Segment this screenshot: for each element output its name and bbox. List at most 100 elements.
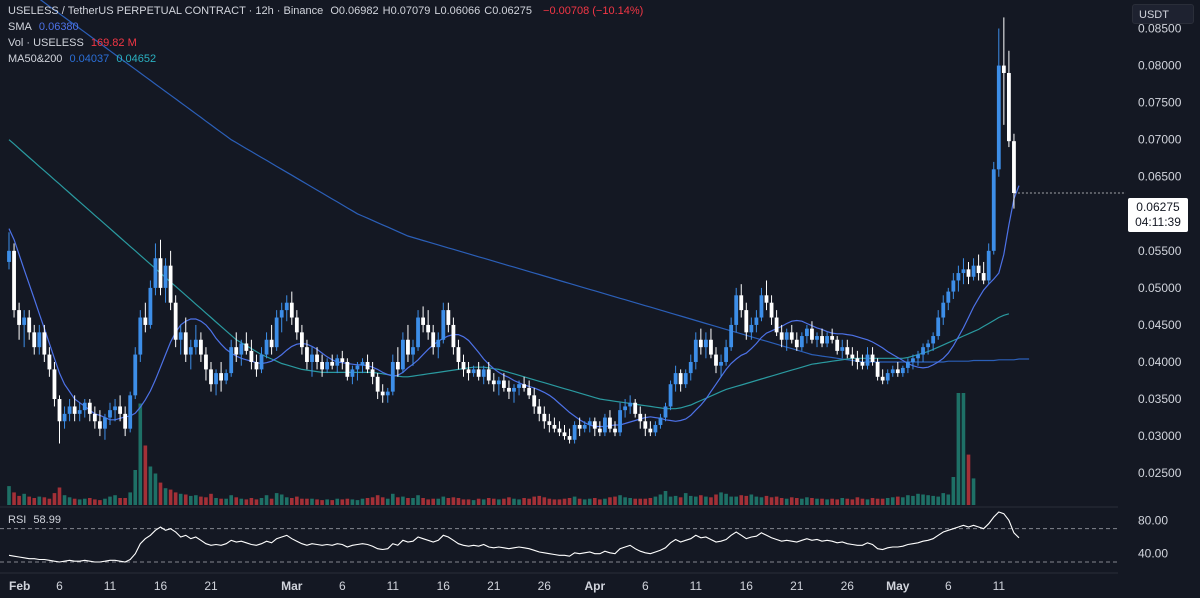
rsi-axis: 80.00 40.00 xyxy=(1138,513,1168,560)
volume-bar xyxy=(27,496,31,505)
ma-label: MA50&200 xyxy=(8,53,63,65)
volume-bar xyxy=(123,498,127,505)
rsi-legend[interactable]: RSI 58.99 xyxy=(8,514,61,526)
candle-body xyxy=(825,336,829,344)
volume-bar xyxy=(421,498,425,505)
volume-bar xyxy=(517,499,521,505)
candle-body xyxy=(885,373,890,381)
volume-bar xyxy=(315,499,319,505)
volume-bar xyxy=(901,497,905,505)
volume-bar xyxy=(219,498,223,505)
volume-bar xyxy=(330,500,334,505)
candle-body xyxy=(764,295,769,303)
volume-bar xyxy=(961,393,966,505)
volume-bar xyxy=(825,499,829,505)
volume-bar xyxy=(98,500,102,505)
volume-bar xyxy=(37,496,42,505)
candle-body xyxy=(996,65,1001,170)
volume-bar xyxy=(805,497,809,505)
volume-bar xyxy=(300,498,304,505)
volume-bar xyxy=(284,497,289,505)
volume-bar xyxy=(461,499,466,505)
volume-bar xyxy=(118,498,122,505)
price-tick-label: 0.04000 xyxy=(1138,355,1182,369)
candle-body xyxy=(461,361,466,370)
symbol-title[interactable]: USELESS / TetherUS PERPETUAL CONTRACT · … xyxy=(8,5,324,17)
currency-label[interactable]: USDT xyxy=(1132,4,1194,24)
volume-bar xyxy=(582,499,587,505)
volume-bar xyxy=(598,499,602,505)
candle-body xyxy=(562,432,567,437)
time-axis[interactable]: Feb 6 11 16 21 Mar 6 11 16 21 26 Apr 6 11 16 21 26 May 6 11 xyxy=(9,579,1005,593)
volume-bar xyxy=(795,498,799,505)
candle-body xyxy=(421,317,425,325)
candle-body xyxy=(204,354,208,370)
volume-bar xyxy=(143,445,148,505)
price-tick-label: 0.08500 xyxy=(1138,22,1182,36)
volume-bar xyxy=(779,498,784,505)
volume-bar xyxy=(183,494,188,505)
candle-body xyxy=(900,367,905,374)
time-tick-label: 6 xyxy=(56,579,63,593)
candle-body xyxy=(971,265,976,277)
price-tick-label: 0.07500 xyxy=(1138,96,1182,110)
volume-bar xyxy=(441,496,446,505)
time-tick-label: Mar xyxy=(281,579,303,593)
candle-body xyxy=(305,347,309,362)
volume-bar xyxy=(249,498,254,505)
candle-body xyxy=(577,424,582,429)
time-tick-label: 16 xyxy=(437,579,451,593)
volume-bar xyxy=(32,498,37,505)
candle-body xyxy=(719,361,723,366)
candle-body xyxy=(926,343,930,348)
candle-body xyxy=(880,376,885,381)
volume-bar xyxy=(618,495,622,505)
volume-bar xyxy=(880,498,885,505)
candle-body xyxy=(537,406,542,414)
sma-legend[interactable]: SMA 0.06380 xyxy=(8,21,83,34)
volume-bar xyxy=(668,496,673,505)
candle-body xyxy=(143,317,148,325)
volume-bar xyxy=(113,495,117,505)
volume-bars xyxy=(7,393,976,505)
candle-body xyxy=(133,354,138,396)
volume-bar xyxy=(178,493,183,505)
candle-body xyxy=(330,361,335,366)
volume-bar xyxy=(739,495,744,505)
candle-body xyxy=(193,339,198,348)
volume-bar xyxy=(744,495,749,505)
candle-body xyxy=(547,421,552,425)
volume-bar xyxy=(951,477,956,505)
candle-body xyxy=(496,380,501,385)
volume-bar xyxy=(704,496,708,505)
volume-bar xyxy=(385,498,390,505)
candle-body xyxy=(693,339,698,362)
volume-bar xyxy=(466,499,471,505)
volume-bar xyxy=(158,482,163,505)
candle-body xyxy=(183,332,188,355)
candle-body xyxy=(340,358,345,362)
candle-body xyxy=(320,361,324,370)
price-tick-label: 0.08000 xyxy=(1138,59,1182,73)
candle-body xyxy=(123,413,128,429)
volume-bar xyxy=(769,497,774,505)
volume-bar xyxy=(784,498,789,505)
volume-bar xyxy=(269,498,274,505)
candle-body xyxy=(810,328,814,340)
volume-legend[interactable]: Vol · USELESS 169.82 M xyxy=(8,37,141,50)
price-axis[interactable]: 0.085000.080000.075000.070000.065000.060… xyxy=(1138,22,1182,481)
candle-body xyxy=(426,324,431,333)
candle-body xyxy=(648,428,653,433)
volume-bar xyxy=(320,500,324,505)
volume-bar xyxy=(542,497,547,505)
ohlc-key: C xyxy=(484,5,493,17)
volume-bar xyxy=(890,497,895,505)
candle-body xyxy=(840,347,845,351)
ma-legend[interactable]: MA50&200 0.04037 0.04652 xyxy=(8,53,160,66)
ohlc-key: H xyxy=(382,5,391,17)
price-tick-label: 0.03500 xyxy=(1138,392,1182,406)
volume-bar xyxy=(547,498,552,505)
symbol-legend[interactable]: USELESS / TetherUS PERPETUAL CONTRACT · … xyxy=(8,5,647,18)
volume-bar xyxy=(527,498,531,505)
